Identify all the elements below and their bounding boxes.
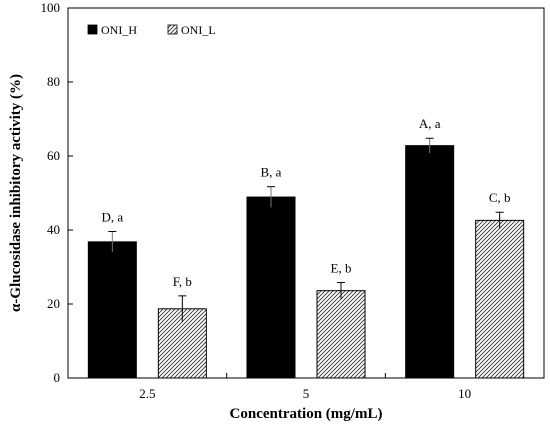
legend-label: ONI_H bbox=[101, 23, 137, 37]
x-tick-label: 10 bbox=[458, 386, 471, 401]
bar-oni-l bbox=[316, 290, 366, 379]
y-axis: 0 20 40 60 80 100 bbox=[41, 0, 73, 385]
y-tick-label: 80 bbox=[47, 74, 60, 89]
x-axis: 2.5 5 10 bbox=[139, 373, 471, 401]
y-tick-label: 100 bbox=[41, 0, 61, 15]
y-tick-label: 40 bbox=[47, 222, 60, 237]
bar-oni-l bbox=[475, 219, 525, 379]
bar-data-label: E, b bbox=[331, 261, 352, 276]
bar-oni-h bbox=[246, 196, 296, 379]
bar-data-label: B, a bbox=[261, 165, 282, 180]
legend-label: ONI_L bbox=[181, 23, 216, 37]
x-axis-title: Concentration (mg/mL) bbox=[230, 406, 383, 422]
y-tick-label: 20 bbox=[47, 296, 60, 311]
bar-data-label: A, a bbox=[419, 116, 441, 131]
bars-group: D, a B, a A, a F, b E, b C, b bbox=[87, 116, 525, 379]
legend-swatch-oni-h bbox=[87, 24, 98, 35]
legend-swatch-oni-l bbox=[167, 24, 178, 35]
plot-frame bbox=[67, 7, 545, 379]
y-tick-label: 0 bbox=[54, 370, 61, 385]
bar-oni-h bbox=[405, 145, 455, 379]
bar-oni-h bbox=[87, 241, 137, 379]
bar-data-label: F, b bbox=[173, 274, 192, 289]
y-axis-title: α-Glucosidase inhibitory activity (%) bbox=[8, 74, 24, 312]
bar-data-label: C, b bbox=[489, 190, 511, 205]
x-tick-label: 5 bbox=[303, 386, 310, 401]
y-tick-label: 60 bbox=[47, 148, 60, 163]
legend: ONI_H ONI_L bbox=[87, 23, 216, 37]
bar-data-label: D, a bbox=[101, 209, 123, 224]
x-tick-label: 2.5 bbox=[139, 386, 155, 401]
